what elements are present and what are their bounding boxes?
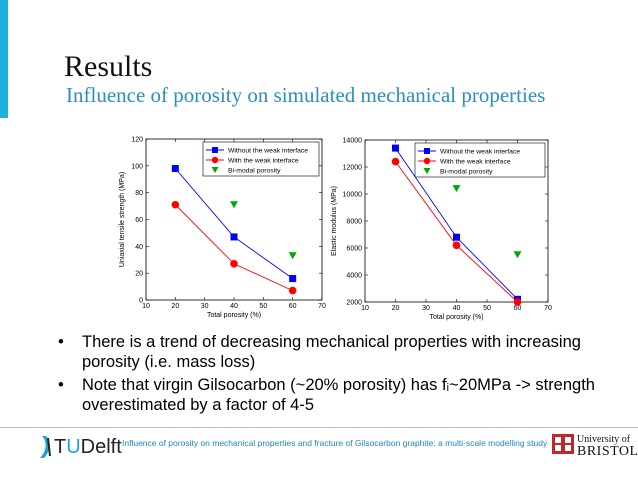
y-tick-label: 60 — [135, 217, 143, 224]
y-tick-label: 6000 — [346, 246, 362, 253]
x-tick-label: 40 — [453, 305, 461, 312]
legend-label: With the weak interface — [228, 158, 299, 165]
bullet-item: • Note that virgin Gilsocarbon (~20% por… — [56, 375, 616, 415]
y-tick-label: 80 — [135, 190, 143, 197]
y-tick-label: 0 — [139, 298, 143, 305]
legend-marker — [212, 157, 218, 163]
data-point-square — [231, 233, 238, 240]
legend-marker — [212, 147, 218, 153]
bullet-list: • There is a trend of decreasing mechani… — [56, 332, 616, 418]
y-tick-label: 40 — [135, 244, 143, 251]
data-point-square — [289, 275, 296, 282]
legend-label: With the weak interface — [440, 159, 511, 166]
charts-svg: 10 20 30 40 50 60 70 0 20 40 60 80 100 120 Total poros… — [0, 0, 638, 340]
data-point-circle — [392, 158, 400, 166]
x-tick-label: 50 — [483, 305, 491, 312]
legend-label: Without the weak interface — [228, 148, 308, 155]
bullet-symbol: • — [58, 375, 64, 395]
bullet-item: • There is a trend of decreasing mechani… — [56, 332, 616, 372]
y-axis-label: Elastic modulus (MPa) — [331, 186, 338, 256]
x-tick-label: 70 — [544, 305, 552, 312]
logo-delft: Delft — [81, 436, 122, 458]
x-tick-label: 40 — [230, 303, 238, 310]
bristol-crest-icon — [551, 433, 575, 455]
x-tick-label: 20 — [392, 305, 400, 312]
data-point-square — [453, 234, 460, 241]
legend-marker — [424, 148, 430, 154]
bullet-symbol: • — [58, 332, 64, 352]
y-tick-label: 10000 — [343, 192, 363, 199]
x-tick-label: 50 — [259, 303, 267, 310]
y-tick-label: 4000 — [346, 273, 362, 280]
y-tick-label: 20 — [135, 271, 143, 278]
logo-t: T — [54, 436, 66, 458]
x-tick-label: 10 — [361, 305, 369, 312]
y-tick-label: 2000 — [346, 300, 362, 307]
data-point-circle — [514, 298, 522, 306]
x-tick-label: 20 — [171, 303, 179, 310]
x-tick-label: 10 — [142, 303, 150, 310]
tudelft-logo: TUDelft — [54, 436, 122, 459]
logo-u: U — [66, 436, 80, 458]
y-tick-label: 120 — [131, 137, 143, 144]
y-tick-label: 100 — [131, 163, 143, 170]
data-point-circle — [289, 287, 297, 295]
footer-text: Influence of porosity on mechanical prop… — [122, 438, 547, 448]
data-point-square — [392, 145, 399, 152]
legend-label: Bi-modal porosity — [440, 169, 493, 176]
x-tick-label: 30 — [422, 305, 430, 312]
y-tick-label: 12000 — [343, 165, 363, 172]
y-tick-label: 14000 — [343, 138, 363, 145]
y-axis-label: Uniaxial tensile strength (MPa) — [119, 172, 126, 267]
bullet-text: Note that virgin Gilsocarbon (~20% poros… — [82, 376, 595, 414]
bullet-text: There is a trend of decreasing mechanica… — [82, 333, 581, 371]
data-point-circle — [453, 242, 461, 250]
y-tick-label: 8000 — [346, 219, 362, 226]
x-tick-label: 60 — [289, 303, 297, 310]
legend-marker — [424, 158, 430, 164]
x-axis-label: Total porosity (%) — [429, 314, 483, 321]
x-tick-label: 60 — [514, 305, 522, 312]
x-tick-label: 30 — [201, 303, 209, 310]
legend-label: Without the weak interface — [440, 149, 520, 156]
legend-label: Bi-modal porosity — [228, 168, 281, 175]
x-axis-label: Total porosity (%) — [207, 312, 261, 319]
x-tick-label: 70 — [318, 303, 326, 310]
data-point-square — [172, 165, 179, 172]
data-point-circle — [172, 201, 180, 209]
university-line2: BRISTOL — [577, 444, 638, 460]
data-point-circle — [230, 260, 238, 268]
